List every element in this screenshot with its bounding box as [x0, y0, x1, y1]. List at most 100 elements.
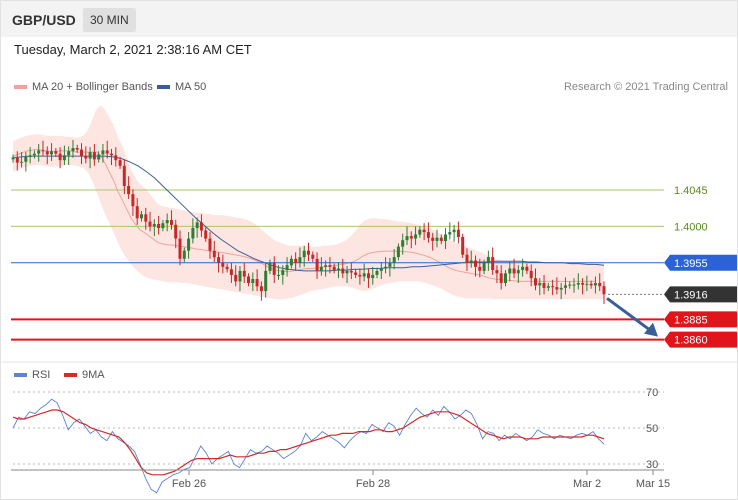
candle-body [572, 284, 576, 286]
candle-body [289, 258, 293, 266]
candle-body [234, 274, 238, 282]
interval-button[interactable]: 30 MIN [83, 8, 136, 32]
candle-body [302, 250, 306, 258]
candle-body [92, 152, 96, 160]
candle [195, 217, 199, 238]
candle [341, 258, 345, 279]
candle-body [422, 229, 426, 233]
candle [362, 263, 366, 282]
candle-body [593, 283, 597, 286]
candle-body [105, 150, 109, 154]
rsi-ma-line [12, 409, 605, 476]
legend-rsi-ma: 9MA [64, 369, 105, 381]
candle-body [285, 265, 289, 271]
candle [324, 260, 328, 277]
candle [135, 198, 139, 225]
candle-body [478, 266, 482, 271]
rsi-tick-label: 30 [646, 459, 658, 471]
candle-body [114, 155, 118, 161]
candle-body [37, 150, 41, 154]
level-label: 1.3955 [674, 258, 708, 270]
candle-body [71, 148, 75, 152]
candle-body [371, 274, 375, 279]
candle [229, 262, 233, 284]
candle-body [409, 236, 413, 239]
candle-body [439, 237, 443, 241]
candle [439, 234, 443, 245]
candle-body [311, 254, 315, 259]
candle [37, 143, 41, 162]
candle [289, 255, 293, 269]
candle [67, 146, 71, 165]
candle [247, 273, 250, 287]
candle-body [15, 157, 19, 163]
candle-body [152, 224, 156, 227]
candle [516, 265, 520, 284]
candle [482, 259, 486, 275]
candle-body [62, 155, 66, 161]
candle [92, 143, 96, 166]
candle-body [88, 152, 92, 159]
candle-body [551, 286, 555, 288]
candle-body [170, 220, 173, 225]
candle-body [448, 232, 452, 235]
candle [118, 156, 122, 170]
candle-body [516, 270, 520, 274]
candle-body [345, 270, 349, 274]
candle [354, 269, 358, 279]
candle [255, 269, 259, 292]
candle [110, 148, 113, 165]
candle-body [581, 283, 585, 285]
candle [409, 231, 413, 249]
x-tick-label: Feb 26 [172, 478, 206, 490]
candle-body [144, 214, 148, 222]
candle [302, 245, 306, 267]
candle [285, 257, 289, 277]
candle [20, 152, 24, 168]
candle [191, 218, 195, 244]
candle [448, 222, 452, 240]
candle-body [11, 157, 15, 160]
candle-body [191, 228, 195, 239]
level-label: 1.3916 [674, 289, 708, 301]
candle [499, 265, 503, 290]
candle [401, 233, 405, 255]
candle-body [474, 260, 477, 267]
candle-body [24, 156, 28, 162]
candle [551, 279, 555, 296]
x-tick-label: Mar 15 [636, 478, 670, 490]
candle-body [247, 276, 250, 283]
candle [122, 159, 126, 195]
candle [148, 211, 152, 232]
candle [208, 232, 212, 259]
candle-body [281, 270, 285, 275]
candle [332, 263, 336, 274]
candle-body [332, 266, 336, 270]
candle [268, 259, 272, 275]
candle [564, 277, 567, 295]
candle-body [534, 278, 537, 286]
candle-body [178, 238, 182, 259]
candle-body [298, 257, 302, 263]
candle-body [131, 194, 135, 207]
candle [461, 233, 465, 258]
candle [512, 258, 516, 279]
candle [307, 242, 310, 262]
candle [11, 154, 15, 163]
candle [24, 152, 28, 172]
candle-body [157, 224, 161, 228]
level-label: 1.4045 [674, 185, 708, 197]
candle [165, 213, 169, 232]
candle-body [538, 283, 542, 286]
candle [418, 226, 422, 238]
candle-body [504, 273, 507, 283]
candle [234, 265, 238, 287]
candle [62, 145, 66, 165]
candle [414, 226, 418, 246]
candle [199, 214, 203, 237]
candle [379, 261, 383, 279]
candle [170, 210, 173, 230]
candle [495, 265, 499, 284]
candle [264, 262, 268, 298]
